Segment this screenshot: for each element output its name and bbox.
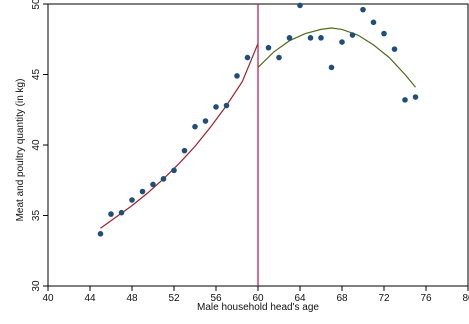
fit-lines: [100, 27, 416, 229]
x-axis: 40 44 48 52 56 60 64 68 72 76 80: [42, 286, 469, 304]
data-point: [202, 118, 209, 124]
data-point: [150, 181, 156, 188]
x-tick-label: 48: [126, 293, 138, 304]
data-point: [318, 35, 324, 41]
data-point: [412, 94, 419, 100]
scatter-points: [97, 2, 419, 237]
fit-line-left: [100, 43, 259, 229]
x-tick-label: 56: [210, 293, 222, 304]
data-point: [349, 32, 356, 38]
x-tick-label: 76: [420, 293, 432, 304]
x-axis-title: Male household head's age: [197, 302, 319, 313]
data-point: [129, 197, 135, 203]
data-point: [181, 147, 188, 154]
data-point: [276, 54, 282, 61]
y-tick-label: 35: [31, 210, 42, 222]
x-tick-label: 80: [462, 293, 469, 304]
y-tick-label: 30: [31, 280, 42, 292]
data-point: [160, 176, 167, 182]
x-tick-label: 44: [84, 293, 96, 304]
fit-line-right: [257, 27, 416, 88]
data-point: [171, 167, 177, 174]
x-tick-label: 68: [336, 293, 348, 304]
y-tick-label: 50: [31, 0, 42, 10]
x-tick-label: 40: [42, 293, 54, 304]
y-axis-title: Meat and poultry quantity (in kg): [15, 79, 26, 222]
data-point: [360, 6, 366, 13]
data-point: [118, 209, 125, 216]
data-point: [297, 2, 303, 9]
data-point: [108, 211, 114, 217]
data-point: [139, 188, 146, 195]
data-point: [286, 35, 293, 41]
y-tick-label: 45: [31, 69, 42, 81]
data-point: [223, 102, 230, 109]
data-point: [192, 123, 198, 130]
data-point: [328, 64, 335, 71]
data-point: [370, 19, 377, 26]
x-tick-label: 60: [252, 293, 264, 304]
data-point: [307, 35, 314, 41]
data-point: [391, 46, 398, 52]
data-point: [97, 231, 104, 237]
y-axis: 30 35 40 45 50: [31, 0, 48, 292]
data-point: [381, 30, 387, 37]
x-tick-label: 72: [378, 293, 390, 304]
data-point: [213, 104, 219, 110]
data-point: [339, 39, 345, 45]
y-tick-label: 40: [31, 139, 42, 151]
x-tick-label: 52: [168, 293, 180, 304]
data-point: [244, 54, 251, 61]
data-point: [265, 44, 272, 51]
data-point: [402, 97, 408, 103]
data-point: [234, 73, 240, 79]
x-tick-label: 64: [294, 293, 306, 304]
